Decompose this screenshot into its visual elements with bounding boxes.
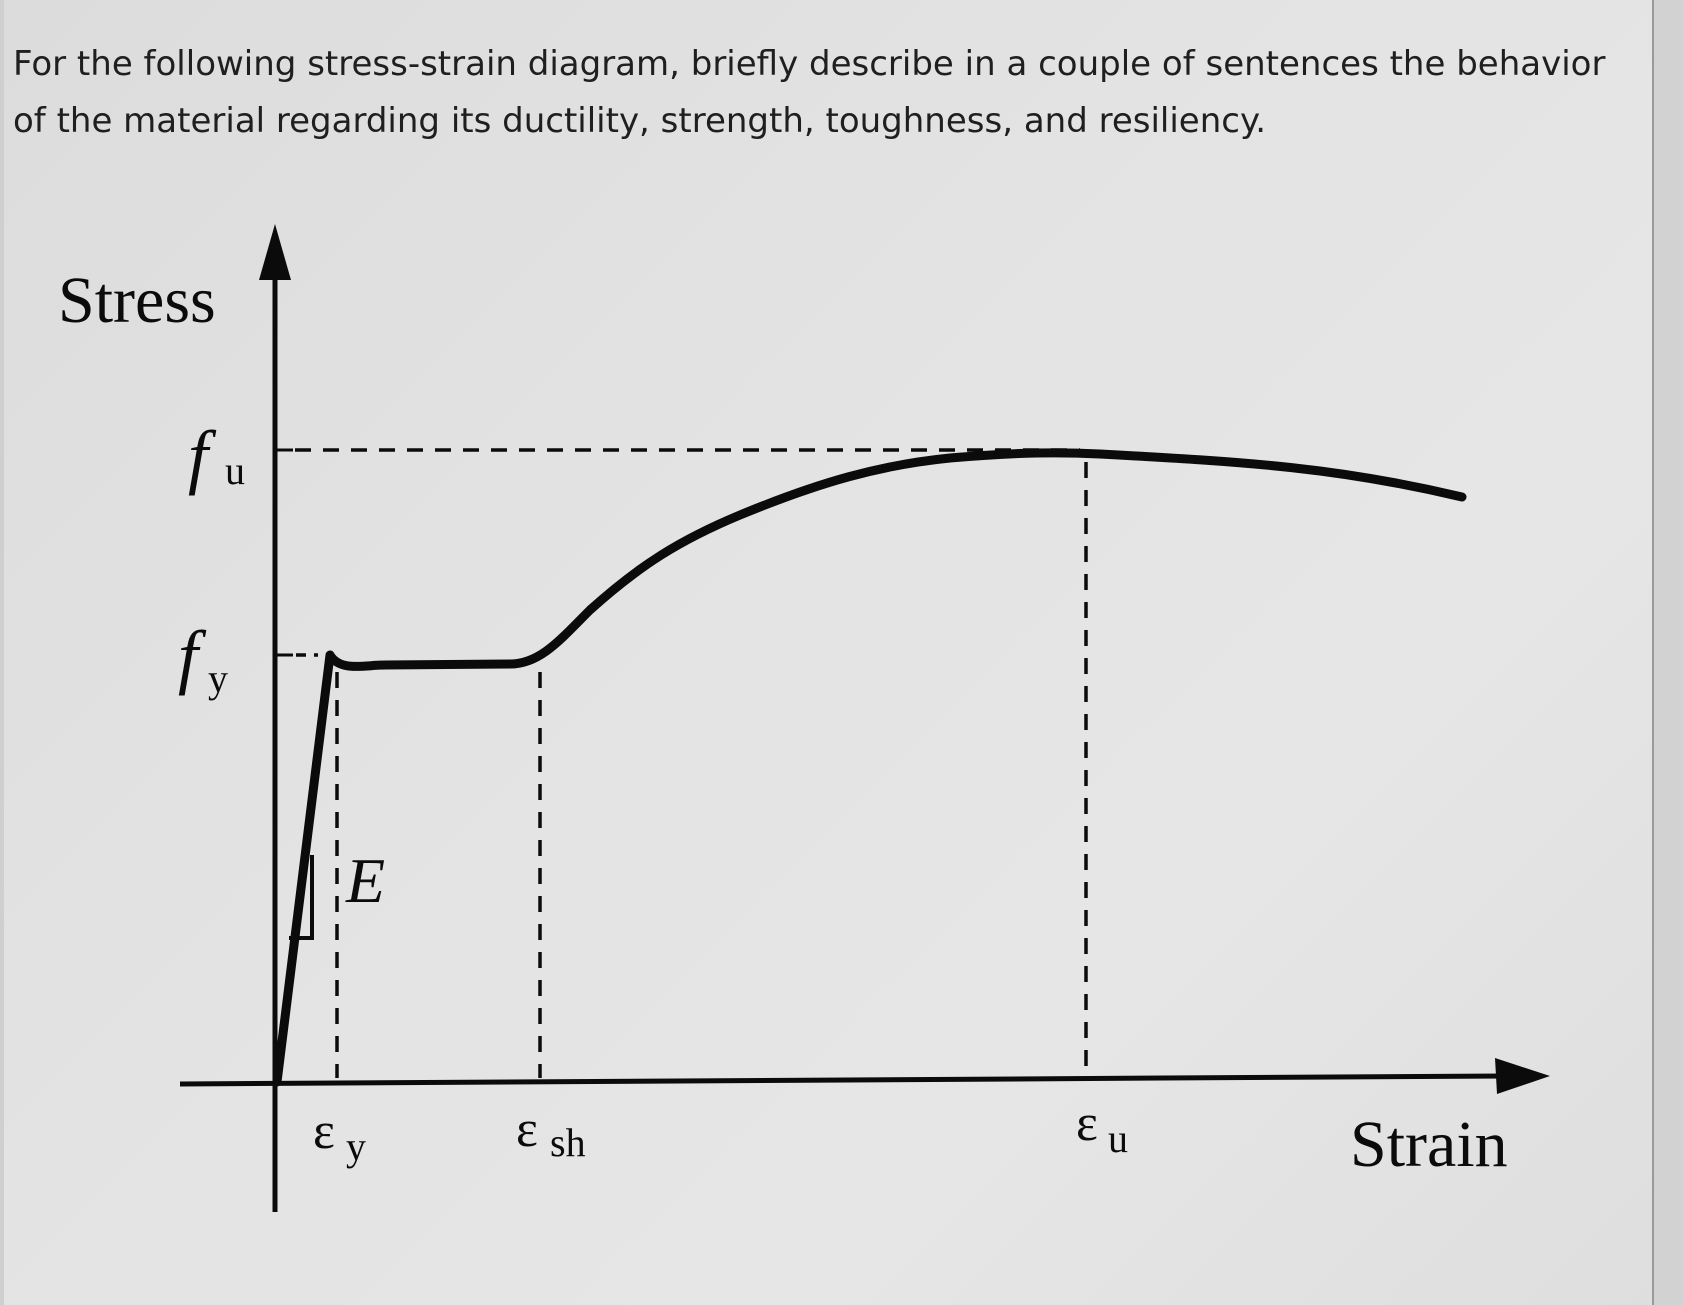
ey-label: ε [313,1103,335,1160]
stress-axis-label: Stress [58,264,216,337]
fy-label: f [178,616,207,696]
eu-subscript: u [1108,1116,1128,1161]
esh-subscript: sh [550,1120,586,1165]
strain-axis-arrowhead [1495,1058,1550,1094]
stress-strain-curve [272,448,1467,1087]
modulus-label: E [345,845,385,916]
fy-subscript: y [208,656,228,701]
right-border-line [1652,0,1654,1305]
right-margin-strip [1654,0,1683,1305]
fu-label: f [188,416,217,496]
ey-subscript: y [346,1124,366,1169]
esh-label: ε [516,1101,538,1158]
fu-subscript: u [225,448,245,493]
question-text: For the following stress-strain diagram,… [13,44,1606,141]
stress-axis-arrowhead [259,224,291,280]
strain-axis [179,1073,1506,1087]
left-edge [0,0,4,1305]
strain-axis-label: Strain [1350,1108,1508,1181]
eu-label: ε [1076,1095,1098,1152]
